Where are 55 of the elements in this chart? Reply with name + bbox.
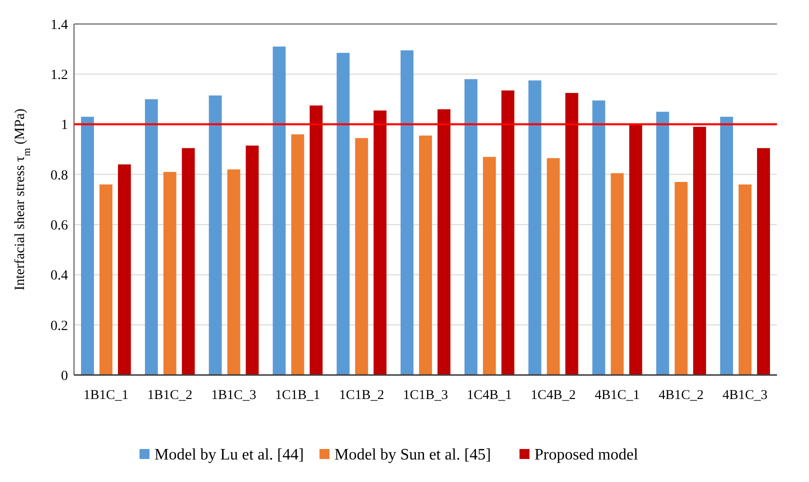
bar [227,169,240,375]
y-tick-label: 1.2 [50,68,68,84]
bar [81,116,94,375]
y-tick-label: 0.2 [50,318,68,334]
bar [272,46,286,375]
bar [419,136,432,375]
bar [291,134,304,375]
bar [246,146,259,375]
x-tick-label: 1C1B_1 [275,387,320,402]
bar [592,100,606,375]
bar [482,156,496,375]
bar [208,95,222,375]
x-tick-label: 4B1C_2 [658,387,704,402]
y-tick-label: 0.8 [50,168,68,184]
x-tick-label: 1C1B_2 [339,387,384,402]
bar [674,182,688,375]
legend-label: Model by Sun et al. [45] [334,446,491,464]
x-tick-label: 4B1C_1 [594,387,640,402]
y-tick-label: 0.4 [50,268,68,284]
bar [546,158,560,375]
x-tick-label: 1C4B_1 [466,387,512,402]
bar [565,92,578,375]
bar [310,105,323,375]
y-tick-label: 1.4 [50,18,68,33]
y-tick-label: 0.6 [50,218,68,234]
bar [336,52,350,375]
bar [355,138,368,375]
x-tick-label: 1C4B_2 [530,387,576,402]
legend-label: Model by Lu et al. [44] [154,446,304,464]
y-tick-label: 1 [61,118,68,134]
bar [182,148,195,375]
bar [163,172,176,375]
bar [144,99,158,375]
x-tick-label: 4B1C_3 [722,387,768,402]
y-tick-label: 0 [61,368,68,384]
bar [99,184,112,375]
bar [374,110,387,375]
legend-label: Proposed model [534,446,639,464]
x-tick-label: 1B1C_2 [147,387,192,402]
bar [610,173,624,375]
bar [693,126,706,375]
x-tick-label: 1B1C_1 [83,387,128,402]
bar [656,112,670,375]
bar [757,148,770,375]
bar [464,79,478,375]
bar [118,164,131,375]
bar [501,90,514,375]
bar [738,184,752,375]
bar [720,116,734,375]
bar [528,80,542,375]
bar [400,50,414,375]
x-tick-label: 1C1B_3 [402,387,448,402]
x-tick-label: 1B1C_3 [211,387,257,402]
bar [629,124,642,375]
bar [438,109,450,375]
